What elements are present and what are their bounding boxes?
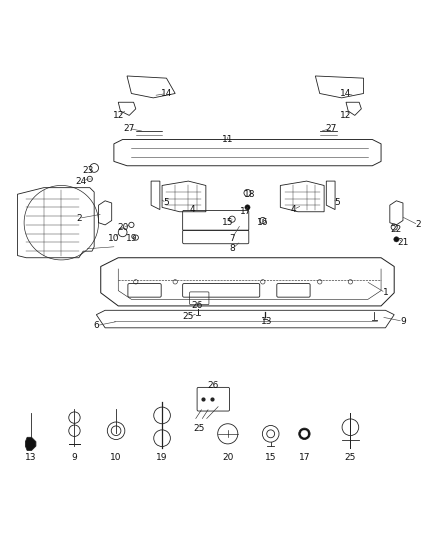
Text: 15: 15 xyxy=(265,453,276,462)
Text: 6: 6 xyxy=(93,321,99,330)
Text: 2: 2 xyxy=(416,220,421,229)
Text: 4: 4 xyxy=(291,205,296,214)
Text: 14: 14 xyxy=(340,89,352,98)
Text: 9: 9 xyxy=(71,453,78,462)
Text: 10: 10 xyxy=(110,453,122,462)
Text: 12: 12 xyxy=(113,111,124,120)
Text: 22: 22 xyxy=(391,225,402,234)
Text: 7: 7 xyxy=(229,233,235,243)
Text: 16: 16 xyxy=(257,218,268,227)
Text: 12: 12 xyxy=(340,111,352,120)
Text: 23: 23 xyxy=(82,166,93,175)
Text: 5: 5 xyxy=(334,198,340,207)
Text: 13: 13 xyxy=(25,453,36,462)
Ellipse shape xyxy=(394,237,399,242)
Text: 2: 2 xyxy=(76,214,81,223)
Text: 26: 26 xyxy=(208,381,219,390)
Text: 25: 25 xyxy=(345,453,356,462)
Text: 4: 4 xyxy=(190,205,195,214)
Text: 19: 19 xyxy=(126,233,137,243)
Text: 21: 21 xyxy=(397,238,409,247)
Text: 17: 17 xyxy=(240,207,251,216)
Text: 20: 20 xyxy=(117,223,128,231)
Text: 17: 17 xyxy=(299,453,310,462)
Text: 18: 18 xyxy=(244,190,255,199)
Text: 9: 9 xyxy=(400,317,406,326)
Polygon shape xyxy=(25,437,36,450)
Text: 24: 24 xyxy=(75,176,87,185)
Text: 14: 14 xyxy=(161,89,172,98)
Circle shape xyxy=(301,430,308,437)
Ellipse shape xyxy=(299,428,310,440)
Text: 15: 15 xyxy=(222,218,233,227)
Text: 8: 8 xyxy=(229,245,235,254)
Text: 25: 25 xyxy=(183,312,194,321)
Text: 26: 26 xyxy=(191,302,203,310)
Text: 27: 27 xyxy=(325,124,336,133)
Text: 11: 11 xyxy=(222,135,233,144)
Text: 19: 19 xyxy=(156,453,168,462)
Text: 20: 20 xyxy=(222,453,233,462)
Text: 13: 13 xyxy=(261,317,273,326)
Text: 1: 1 xyxy=(382,288,389,297)
Text: 5: 5 xyxy=(163,198,170,207)
Text: 25: 25 xyxy=(194,424,205,433)
Ellipse shape xyxy=(245,205,250,210)
Text: 10: 10 xyxy=(108,233,120,243)
Text: 27: 27 xyxy=(124,124,135,133)
